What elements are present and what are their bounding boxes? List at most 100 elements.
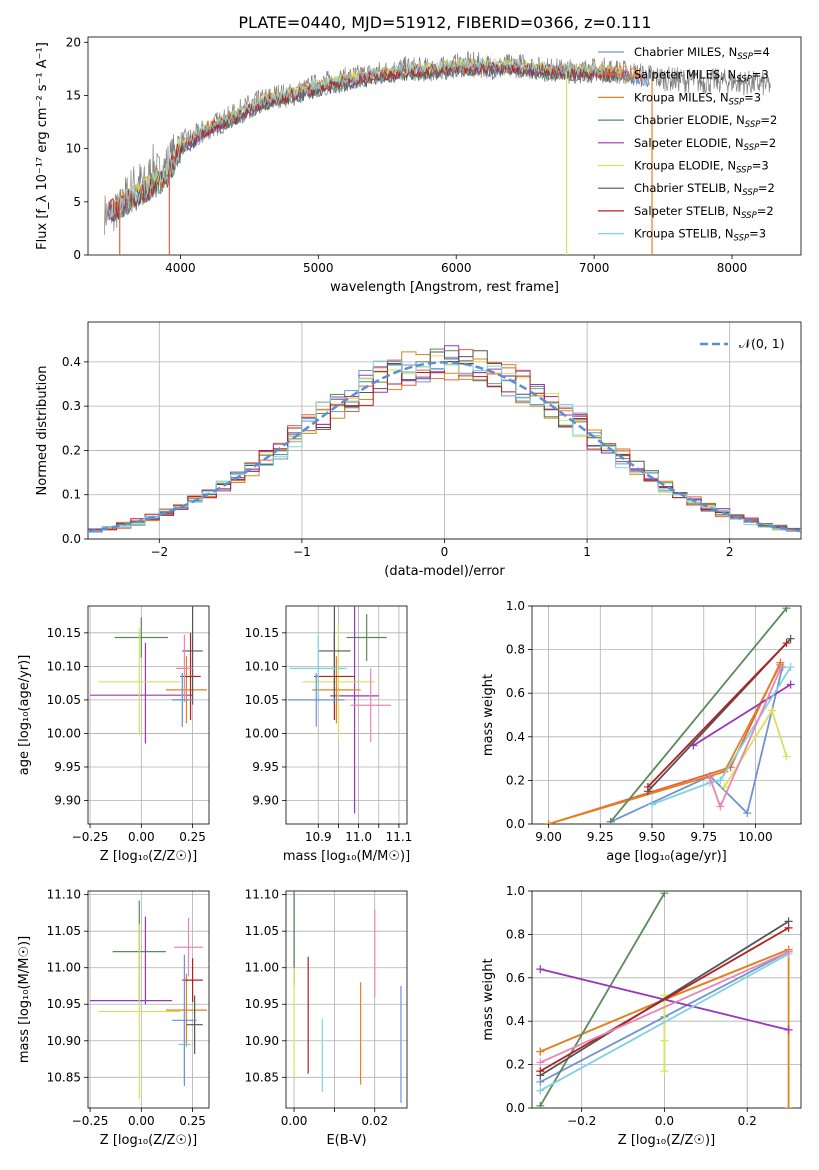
y-tick-label: 10.15 (245, 626, 279, 640)
plot-frame (87, 321, 802, 540)
legend-entry: Salpeter ELODIE, NSSP=2 (634, 136, 776, 153)
y-tick-label: 1.0 (506, 599, 525, 613)
x-axis-label: (data-model)/error (384, 564, 505, 579)
y-tick-label: 10.90 (245, 1034, 279, 1048)
y-tick-label: 11.05 (47, 924, 81, 938)
model-spectrum-line (108, 63, 617, 223)
weight-vs-metallicity-panel: −0.2 0.0 0.2 0.0 0.2 0.4 0.6 0.8 1.0 Z [log₁₀(Z/Z… (481, 884, 802, 1148)
mass-weight-marker (536, 1086, 545, 1095)
mass-weight-line (539, 950, 789, 1064)
y-tick-label: 0.0 (62, 532, 81, 546)
age-vs-mass-panel: 10.9 11.0 11.1 9.90 9.95 10.00 10.05 10.10 10.15… (245, 605, 412, 864)
legend-entry: Chabrier STELIB, NSSP=2 (634, 181, 775, 198)
plot-area (104, 51, 771, 255)
plot-area (90, 606, 207, 744)
x-tick-label: 9.50 (639, 830, 666, 844)
y-tick-label: 10 (66, 142, 81, 156)
normal-distribution-curve (88, 361, 801, 533)
y-axis-label: age [log₁₀(age/yr)] (17, 655, 32, 776)
y-tick-label: 1.0 (506, 884, 525, 898)
mass-vs-extinction-panel: 0.00 0.02 10.85 10.90 10.95 11.00 11.05 11.10 E(… (245, 888, 408, 1148)
plot-frame (87, 605, 210, 825)
residuals-panel: −2 −1 0 1 2 0.0 0.1 0.2 0.3 0.4 (data-model)/error… (35, 321, 802, 579)
y-tick-label: 10.10 (47, 659, 81, 673)
x-tick-label: 1 (583, 545, 591, 559)
mass-weight-marker (782, 606, 791, 613)
y-tick-label: 11.00 (245, 961, 279, 975)
y-tick-label: 15 (66, 88, 81, 102)
y-tick-label: 10.05 (245, 693, 279, 707)
x-tick-label: −1 (293, 545, 311, 559)
mass-weight-marker (660, 1036, 669, 1045)
mass-weight-marker (648, 800, 657, 809)
mass-weight-marker (768, 706, 777, 715)
y-axis-label: mass weight (481, 674, 496, 756)
y-tick-label: 10.05 (47, 693, 81, 707)
mass-weight-marker (705, 774, 714, 783)
mass-weight-line (610, 666, 784, 823)
y-tick-label: 0.0 (506, 817, 525, 831)
plot-area (90, 900, 207, 1100)
y-tick-label: 10.00 (245, 726, 279, 740)
y-axis-label: mass [log₁₀(M/M☉)] (17, 936, 32, 1063)
y-tick-label: 0.2 (62, 443, 81, 457)
legend-entry: Salpeter STELIB, NSSP=2 (634, 204, 774, 221)
mass-weight-marker (544, 820, 553, 824)
x-axis-label: E(B-V) (326, 1133, 366, 1148)
x-tick-label: −0.25 (72, 830, 109, 844)
mass-weight-line (651, 666, 792, 806)
mass-weight-marker (782, 639, 791, 648)
y-tick-label: 10.95 (245, 997, 279, 1011)
plot-frame (87, 890, 210, 1109)
x-tick-label: −0.25 (72, 1114, 109, 1128)
y-tick-label: 10.85 (245, 1070, 279, 1084)
mass-weight-marker (786, 634, 795, 643)
plot-frame (87, 36, 802, 256)
y-tick-label: 11.10 (245, 888, 279, 902)
y-tick-label: 11.00 (47, 961, 81, 975)
y-tick-label: 10.00 (47, 726, 81, 740)
legend-entry: Chabrier MILES, NSSP=4 (634, 45, 770, 62)
mass-weight-marker (660, 1067, 669, 1076)
mass-weight-marker (536, 1067, 545, 1076)
y-tick-label: 10.95 (47, 997, 81, 1011)
legend-entry: Kroupa MILES, NSSP=3 (634, 90, 761, 107)
x-tick-label: 9.00 (535, 830, 562, 844)
mass-weight-marker (536, 965, 545, 974)
x-tick-label: 10.9 (305, 830, 332, 844)
x-tick-label: 10.00 (738, 830, 772, 844)
legend-entry: 𝒩(0, 1) (739, 336, 785, 351)
x-tick-label: 9.75 (690, 830, 717, 844)
y-tick-label: 11.10 (47, 888, 81, 902)
mass-weight-marker (720, 782, 729, 791)
x-tick-label: 0.00 (281, 1114, 308, 1128)
y-tick-label: 9.95 (54, 760, 81, 774)
mass-weight-marker (786, 663, 795, 672)
weight-vs-age-panel: 9.00 9.25 9.50 9.75 10.00 0.0 0.2 0.4 0.6 0.8 1.0 a… (481, 599, 802, 864)
mass-weight-marker (784, 923, 793, 932)
y-tick-label: 5 (73, 195, 81, 209)
mass-weight-marker (643, 782, 652, 791)
x-tick-label: 5000 (303, 261, 334, 275)
plot-area (293, 891, 402, 1103)
spectrum-panel: 4000 5000 6000 7000 8000 0 5 10 15 20 wavelength [… (35, 35, 802, 295)
y-tick-label: 11.05 (245, 924, 279, 938)
y-tick-label: 0.3 (62, 399, 81, 413)
x-tick-label: 6000 (441, 261, 472, 275)
plot-frame (531, 890, 802, 1109)
y-tick-label: 0.8 (506, 927, 525, 941)
mass-weight-marker (786, 680, 795, 689)
x-axis-label: Z [log₁₀(Z/Z☉)] (618, 1133, 715, 1148)
plot-area (288, 606, 391, 814)
x-tick-label: 0.02 (361, 1114, 388, 1128)
x-axis-label: Z [log₁₀(Z/Z☉)] (100, 849, 197, 864)
x-axis-label: Z [log₁₀(Z/Z☉)] (100, 1133, 197, 1148)
y-tick-label: 10.85 (47, 1070, 81, 1084)
mass-weight-line (539, 953, 790, 1092)
mass-weight-marker (606, 817, 615, 824)
mass-vs-metallicity-panel: −0.25 0.00 0.25 10.85 10.90 10.95 11.00 11.05 11… (17, 888, 210, 1148)
mass-weight-marker (784, 1025, 793, 1034)
mass-weight-marker (784, 1104, 793, 1108)
plot-frame (285, 890, 408, 1109)
